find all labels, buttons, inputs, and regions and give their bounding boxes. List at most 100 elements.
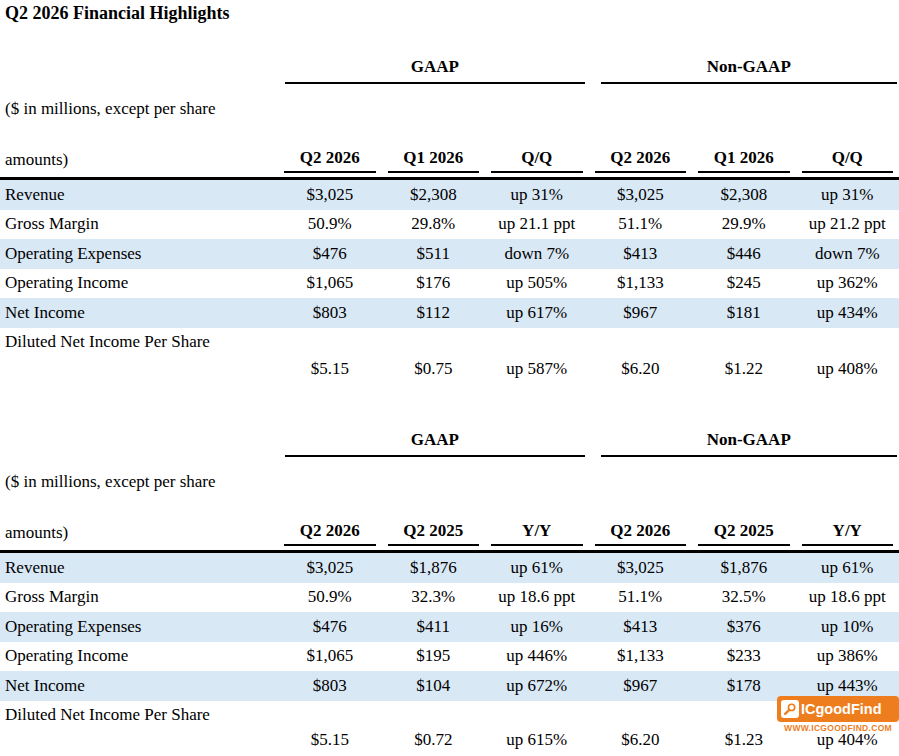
table-cell: 29.9% bbox=[692, 214, 796, 234]
row-label: Operating Expenses bbox=[0, 244, 278, 264]
table-cell: 51.1% bbox=[589, 587, 693, 607]
group-header-gaap: GAAP bbox=[285, 57, 585, 84]
row-label: Net Income bbox=[0, 676, 278, 696]
table-cell: $967 bbox=[589, 676, 693, 696]
table-cell: $1,876 bbox=[382, 558, 486, 578]
table-cell: $413 bbox=[589, 617, 693, 637]
table-row-operating-expenses: Operating Expenses $476 $511 down 7% $41… bbox=[0, 239, 899, 269]
column-header: Q2 2026 bbox=[595, 521, 687, 546]
table-cell: up 362% bbox=[796, 273, 899, 293]
table-cell: $411 bbox=[382, 617, 486, 637]
watermark: ICgoodFind WWW.ICGOODFIND.COM bbox=[777, 696, 899, 733]
yoy-table: GAAP Non-GAAP ($ in millions, except per… bbox=[0, 428, 899, 753]
table-body: Revenue $3,025 $2,308 up 31% $3,025 $2,3… bbox=[0, 177, 899, 388]
column-header: Q2 2026 bbox=[284, 521, 376, 546]
table-cell: $3,025 bbox=[589, 185, 693, 205]
table-cell: $178 bbox=[692, 676, 796, 696]
table-cell: $413 bbox=[589, 244, 693, 264]
watermark-url: WWW.ICGOODFIND.COM bbox=[777, 723, 899, 733]
table-cell: $5.15 bbox=[278, 730, 382, 753]
column-header: Q/Q bbox=[802, 148, 894, 173]
table-cell: up 21.1 ppt bbox=[485, 214, 589, 234]
table-cell: up 617% bbox=[485, 303, 589, 323]
table-row-revenue: Revenue $3,025 $2,308 up 31% $3,025 $2,3… bbox=[0, 180, 899, 210]
table-cell: down 7% bbox=[485, 244, 589, 264]
table-row-net-income: Net Income $803 $112 up 617% $967 $181 u… bbox=[0, 298, 899, 328]
column-header: Q2 2026 bbox=[595, 148, 687, 173]
table-cell: $3,025 bbox=[278, 185, 382, 205]
table-cell: $1,065 bbox=[278, 646, 382, 666]
table-cell: $6.20 bbox=[589, 359, 693, 388]
page-title: Q2 2026 Financial Highlights bbox=[5, 3, 230, 24]
table-cell: $0.72 bbox=[382, 730, 486, 753]
table-cell: up 443% bbox=[796, 676, 899, 696]
table-cell: up 408% bbox=[796, 359, 899, 388]
table-cell: up 16% bbox=[485, 617, 589, 637]
table-cell: 51.1% bbox=[589, 214, 693, 234]
table-cell: up 505% bbox=[485, 273, 589, 293]
table-cell: $2,308 bbox=[692, 185, 796, 205]
table-cell: $104 bbox=[382, 676, 486, 696]
table-cell: 50.9% bbox=[278, 214, 382, 234]
financial-highlights-page: Q2 2026 Financial Highlights GAAP Non-GA… bbox=[0, 0, 899, 756]
table-cell: $446 bbox=[692, 244, 796, 264]
row-label: Revenue bbox=[0, 558, 278, 578]
table-row-net-income: Net Income $803 $104 up 672% $967 $178 u… bbox=[0, 671, 899, 701]
table-cell: $3,025 bbox=[589, 558, 693, 578]
row-label: Gross Margin bbox=[0, 214, 278, 234]
table-row-operating-income: Operating Income $1,065 $195 up 446% $1,… bbox=[0, 642, 899, 672]
table-cell: $376 bbox=[692, 617, 796, 637]
row-label: Operating Income bbox=[0, 646, 278, 666]
row-label: Diluted Net Income Per Share bbox=[0, 328, 278, 352]
row-label: Operating Expenses bbox=[0, 617, 278, 637]
table-row-diluted-eps: Diluted Net Income Per Share $5.15 $0.72… bbox=[0, 701, 899, 753]
watermark-badge: ICgoodFind bbox=[777, 696, 899, 722]
table-cell: $181 bbox=[692, 303, 796, 323]
table-cell: up 10% bbox=[796, 617, 899, 637]
table-row-gross-margin: Gross Margin 50.9% 32.3% up 18.6 ppt 51.… bbox=[0, 583, 899, 613]
table-cell: $1,876 bbox=[692, 558, 796, 578]
table-cell: down 7% bbox=[796, 244, 899, 264]
row-label: Gross Margin bbox=[0, 587, 278, 607]
column-header: Q2 2026 bbox=[284, 148, 376, 173]
units-note-line2: amounts) bbox=[0, 150, 278, 173]
column-header: Q2 2025 bbox=[698, 521, 790, 546]
group-header-row: GAAP Non-GAAP bbox=[0, 55, 899, 84]
table-cell: up 386% bbox=[796, 646, 899, 666]
row-label: Revenue bbox=[0, 185, 278, 205]
table-cell: $6.20 bbox=[589, 730, 693, 753]
group-header-gaap: GAAP bbox=[285, 430, 585, 457]
table-cell: $476 bbox=[278, 617, 382, 637]
column-header: Q1 2026 bbox=[698, 148, 790, 173]
table-cell: $1,133 bbox=[589, 646, 693, 666]
column-header: Y/Y bbox=[491, 521, 583, 546]
table-cell: $1,133 bbox=[589, 273, 693, 293]
watermark-name: ICgoodFind bbox=[801, 701, 882, 717]
table-cell: $112 bbox=[382, 303, 486, 323]
table-body: Revenue $3,025 $1,876 up 61% $3,025 $1,8… bbox=[0, 550, 899, 753]
units-note-line1: ($ in millions, except per share bbox=[0, 100, 899, 118]
table-cell: $1.22 bbox=[692, 359, 796, 388]
column-header-row: amounts) Q2 2026 Q2 2025 Y/Y Q2 2026 Q2 … bbox=[0, 521, 899, 546]
table-cell: $5.15 bbox=[278, 359, 382, 388]
table-cell: 32.5% bbox=[692, 587, 796, 607]
table-row-diluted-eps: Diluted Net Income Per Share $5.15 $0.75… bbox=[0, 328, 899, 388]
table-cell: up 18.6 ppt bbox=[485, 587, 589, 607]
table-cell: 50.9% bbox=[278, 587, 382, 607]
table-cell: up 615% bbox=[485, 730, 589, 753]
table-row-operating-expenses: Operating Expenses $476 $411 up 16% $413… bbox=[0, 612, 899, 642]
table-cell: $803 bbox=[278, 303, 382, 323]
table-cell: up 21.2 ppt bbox=[796, 214, 899, 234]
column-header: Q2 2025 bbox=[388, 521, 480, 546]
table-cell: up 434% bbox=[796, 303, 899, 323]
magnifier-wrench-icon bbox=[781, 700, 799, 718]
table-cell: up 31% bbox=[796, 185, 899, 205]
table-cell: $2,308 bbox=[382, 185, 486, 205]
table-cell: $1,065 bbox=[278, 273, 382, 293]
table-cell: up 446% bbox=[485, 646, 589, 666]
group-header-nongaap: Non-GAAP bbox=[601, 57, 898, 84]
table-cell: $476 bbox=[278, 244, 382, 264]
table-cell: $511 bbox=[382, 244, 486, 264]
qoq-table: GAAP Non-GAAP ($ in millions, except per… bbox=[0, 55, 899, 388]
table-row-revenue: Revenue $3,025 $1,876 up 61% $3,025 $1,8… bbox=[0, 553, 899, 583]
